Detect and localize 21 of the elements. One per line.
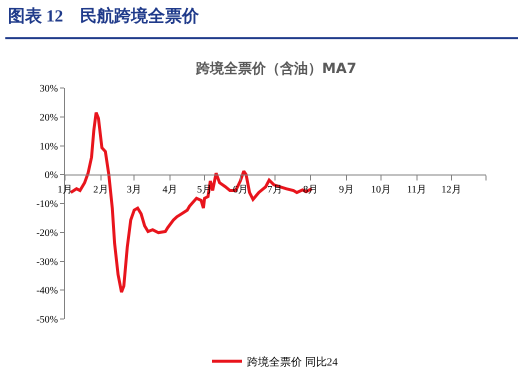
x-tick-label: 10月 xyxy=(371,184,392,196)
y-tick-label: -50% xyxy=(36,314,58,326)
x-tick-label: 2月 xyxy=(93,184,108,196)
x-tick-label: 9月 xyxy=(338,184,354,196)
y-tick-label: -20% xyxy=(36,228,58,239)
x-tick-label: 1月 xyxy=(58,184,72,196)
legend-label: 跨境全票价 同比24 xyxy=(247,356,338,369)
chart-title: 图表 12 民航跨境全票价 xyxy=(8,6,200,26)
y-tick-label: 0% xyxy=(44,170,58,182)
x-tick-label: 7月 xyxy=(267,184,282,196)
y-tick-label: 10% xyxy=(40,141,58,152)
x-tick-label: 12月 xyxy=(441,184,462,196)
y-tick-label: -40% xyxy=(36,286,58,297)
x-tick-label: 11月 xyxy=(406,184,427,196)
y-tick-label: -10% xyxy=(36,199,58,210)
y-tick-label: 30% xyxy=(40,84,58,94)
x-tick-label: 4月 xyxy=(162,184,178,196)
chart-subtitle: 跨境全票价（含油）MA7 xyxy=(195,60,357,77)
y-tick-label: 20% xyxy=(40,112,58,124)
y-tick-label: -30% xyxy=(36,256,58,268)
x-tick-label: 3月 xyxy=(126,184,142,196)
